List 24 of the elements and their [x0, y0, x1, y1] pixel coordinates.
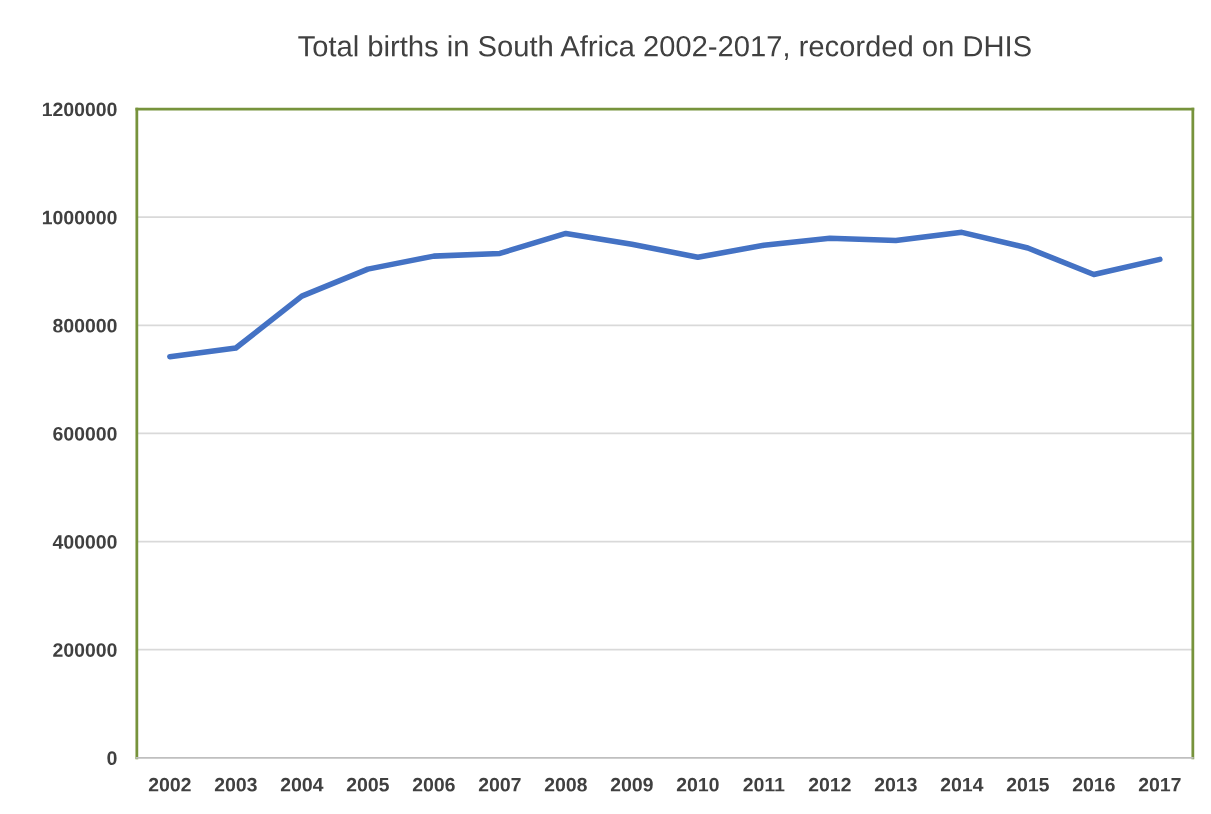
x-tick-label: 2004 [280, 777, 324, 792]
x-tick-label: 2011 [743, 777, 785, 792]
y-tick-label: 400000 [52, 535, 117, 549]
x-tick-label: 2006 [412, 777, 455, 792]
x-tick-label: 2016 [1072, 777, 1115, 792]
x-tick-label: 2009 [610, 777, 653, 792]
x-tick-label: 2013 [874, 777, 917, 792]
x-tick-label: 2014 [940, 777, 984, 792]
x-tick-label: 2003 [214, 777, 257, 792]
chart-title: Total births in South Africa 2002-2017, recorded on DHIS [298, 35, 1031, 61]
x-tick-label: 2002 [148, 777, 191, 792]
x-tick-label: 2015 [1006, 777, 1049, 792]
y-tick-label: 1200000 [42, 102, 117, 117]
y-tick-label: 200000 [53, 643, 117, 657]
y-tick-label: 0 [107, 751, 117, 766]
y-tick-label: 600000 [53, 426, 117, 441]
x-tick-label: 2017 [1138, 777, 1181, 792]
x-tick-label: 2010 [676, 777, 719, 792]
x-tick-label: 2008 [544, 777, 587, 792]
x-tick-label: 2005 [346, 777, 389, 792]
y-tick-label: 1000000 [42, 210, 117, 225]
x-tick-label: 2012 [808, 777, 851, 792]
y-tick-label: 800000 [53, 318, 117, 333]
x-tick-label: 2007 [478, 777, 521, 792]
